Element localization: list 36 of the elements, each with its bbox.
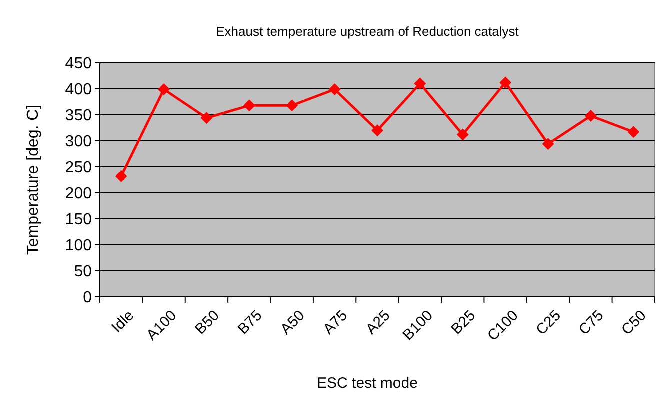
point xyxy=(414,78,426,90)
point xyxy=(372,124,384,137)
x-tick-label: B75 xyxy=(234,307,266,338)
x-tick-label: B25 xyxy=(448,307,480,338)
x-tick-label: C25 xyxy=(533,307,565,339)
point xyxy=(328,84,341,96)
point xyxy=(158,84,170,96)
chart-title: Exhaust temperature upstream of Reduction catalyst xyxy=(216,24,520,39)
x-tick-label: A25 xyxy=(362,307,394,338)
y-tick-label: 350 xyxy=(65,108,92,125)
y-tick-label: 100 xyxy=(65,238,92,255)
y-tick-label: 250 xyxy=(65,160,92,177)
point xyxy=(115,170,128,182)
x-axis-title: ESC test mode xyxy=(317,375,418,392)
y-tick-label: 50 xyxy=(74,264,92,281)
y-tick-label: 0 xyxy=(83,290,92,307)
point xyxy=(584,110,597,122)
point xyxy=(286,100,298,112)
point xyxy=(628,126,640,138)
point xyxy=(243,100,256,112)
y-tick-label: 200 xyxy=(65,186,92,203)
y-tick-label: 150 xyxy=(65,212,92,229)
y-tick-label: 300 xyxy=(65,134,92,151)
point xyxy=(500,76,512,89)
point xyxy=(200,112,213,124)
x-tick-label: A50 xyxy=(277,307,308,338)
y-tick-label: 450 xyxy=(65,56,92,73)
x-tick-label: C75 xyxy=(576,307,608,339)
y-axis-title: Temperature [deg. C] xyxy=(25,104,42,256)
x-tick-label: C50 xyxy=(618,307,650,339)
point xyxy=(542,138,554,150)
x-tick-label: B50 xyxy=(192,307,223,338)
y-tick-label: 400 xyxy=(65,82,92,99)
x-tick-label: Idle xyxy=(108,307,138,336)
point xyxy=(456,128,469,141)
x-tick-label: A75 xyxy=(320,307,352,338)
